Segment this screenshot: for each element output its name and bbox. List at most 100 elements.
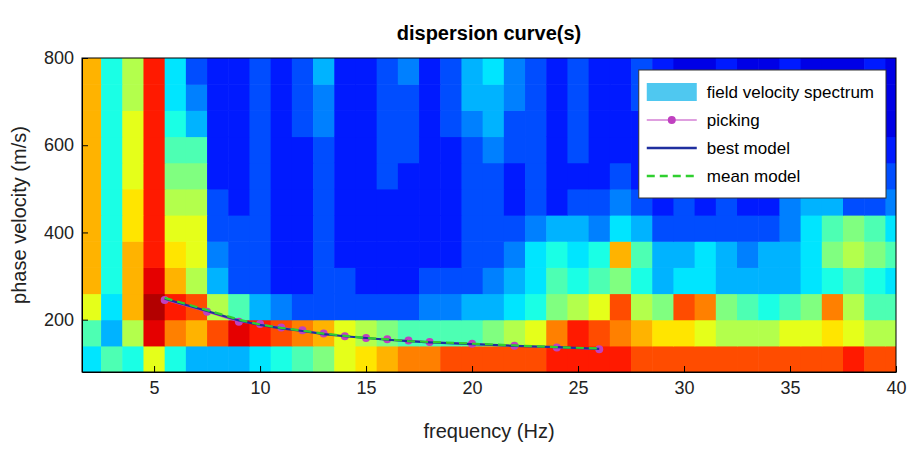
spectrum-cell <box>271 189 293 216</box>
spectrum-cell <box>546 267 568 294</box>
series-line <box>165 299 600 349</box>
spectrum-cell <box>864 320 886 347</box>
tick-mark <box>82 145 88 146</box>
spectrum-cell <box>461 110 483 137</box>
spectrum-cell <box>398 241 420 268</box>
spectrum-cell <box>377 346 399 372</box>
spectrum-cell <box>483 137 505 164</box>
spectrum-cell <box>631 267 653 294</box>
tick-mark <box>82 58 88 59</box>
spectrum-cell <box>864 215 886 242</box>
spectrum-cell <box>483 163 505 190</box>
spectrum-cell <box>186 163 208 190</box>
spectrum-cell <box>631 346 653 372</box>
spectrum-cell <box>822 294 844 321</box>
spectrum-cell <box>885 110 896 137</box>
tick-mark <box>260 366 261 372</box>
spectrum-cell <box>249 294 271 321</box>
spectrum-cell <box>589 137 611 164</box>
spectrum-cell <box>610 84 632 111</box>
spectrum-cell <box>292 58 314 85</box>
spectrum-cell <box>292 110 314 137</box>
spectrum-cell <box>737 320 759 347</box>
legend-swatch <box>647 147 697 150</box>
spectrum-cell <box>483 58 505 85</box>
spectrum-cell <box>377 110 399 137</box>
spectrum-cell <box>885 189 896 216</box>
spectrum-cell <box>843 320 865 347</box>
tick: 40 <box>886 366 906 398</box>
spectrum-cell <box>122 294 144 321</box>
spectrum-cell <box>673 320 695 347</box>
spectrum-cell <box>610 137 632 164</box>
spectrum-cell <box>82 215 102 242</box>
spectrum-cell <box>801 267 823 294</box>
spectrum-cell <box>525 163 547 190</box>
spectrum-cell <box>695 267 717 294</box>
spectrum-cell <box>822 320 844 347</box>
spectrum-cell <box>377 267 399 294</box>
spectrum-cell <box>483 241 505 268</box>
spectrum-cell <box>673 241 695 268</box>
spectrum-cell <box>716 215 738 242</box>
spectrum-cell <box>228 294 250 321</box>
tick: 800 <box>44 48 88 68</box>
tick: 30 <box>675 366 695 398</box>
spectrum-cell <box>186 110 208 137</box>
spectrum-cell <box>207 320 229 347</box>
spectrum-cell <box>122 110 144 137</box>
spectrum-cell <box>504 58 526 85</box>
spectrum-cell <box>271 267 293 294</box>
spectrum-cell <box>101 294 123 321</box>
spectrum-cell <box>228 189 250 216</box>
spectrum-cell <box>249 163 271 190</box>
spectrum-cell <box>779 294 801 321</box>
tick-mark <box>82 320 88 321</box>
spectrum-cell <box>758 346 780 372</box>
spectrum-cell <box>398 163 420 190</box>
tick-label: 5 <box>150 378 160 398</box>
legend-marker <box>668 116 676 124</box>
spectrum-cell <box>589 346 611 372</box>
spectrum-cell <box>610 320 632 347</box>
spectrum-cell <box>186 137 208 164</box>
spectrum-cell <box>589 189 611 216</box>
legend-box <box>639 70 886 198</box>
spectrum-cell <box>822 346 844 372</box>
spectrum-cell <box>461 294 483 321</box>
spectrum-cell <box>546 58 568 85</box>
spectrum-cell <box>567 163 589 190</box>
spectrum-cell <box>801 320 823 347</box>
y-axis-title: phase velocity (m/s) <box>8 126 30 304</box>
spectrum-cell <box>695 346 717 372</box>
spectrum-cell <box>334 137 356 164</box>
spectrum-cell <box>122 58 144 85</box>
spectrum-cell <box>525 267 547 294</box>
spectrum-cell <box>271 110 293 137</box>
legend-entry: best model <box>647 139 790 158</box>
tick: 5 <box>150 366 160 398</box>
spectrum-cell <box>271 215 293 242</box>
spectrum-cell <box>143 241 165 268</box>
spectrum-cell <box>292 346 314 372</box>
spectrum-cell <box>101 84 123 111</box>
tick-label: 10 <box>251 378 271 398</box>
legend-label: field velocity spectrum <box>707 83 874 102</box>
spectrum-cell <box>567 189 589 216</box>
spectrum-cell <box>334 84 356 111</box>
series-line <box>165 300 600 349</box>
spectrum-cell <box>122 215 144 242</box>
tick: 20 <box>463 366 483 398</box>
tick-label: 800 <box>44 48 74 68</box>
spectrum-cell <box>567 320 589 347</box>
spectrum-cell <box>101 215 123 242</box>
spectrum-cell <box>313 84 335 111</box>
spectrum-cell <box>419 189 441 216</box>
tick-label: 30 <box>675 378 695 398</box>
spectrum-cell <box>504 163 526 190</box>
spectrum-cell <box>758 241 780 268</box>
legend-label: best model <box>707 139 790 158</box>
spectrum-cell <box>546 320 568 347</box>
spectrum-cell <box>82 110 102 137</box>
spectrum-cell <box>82 189 102 216</box>
